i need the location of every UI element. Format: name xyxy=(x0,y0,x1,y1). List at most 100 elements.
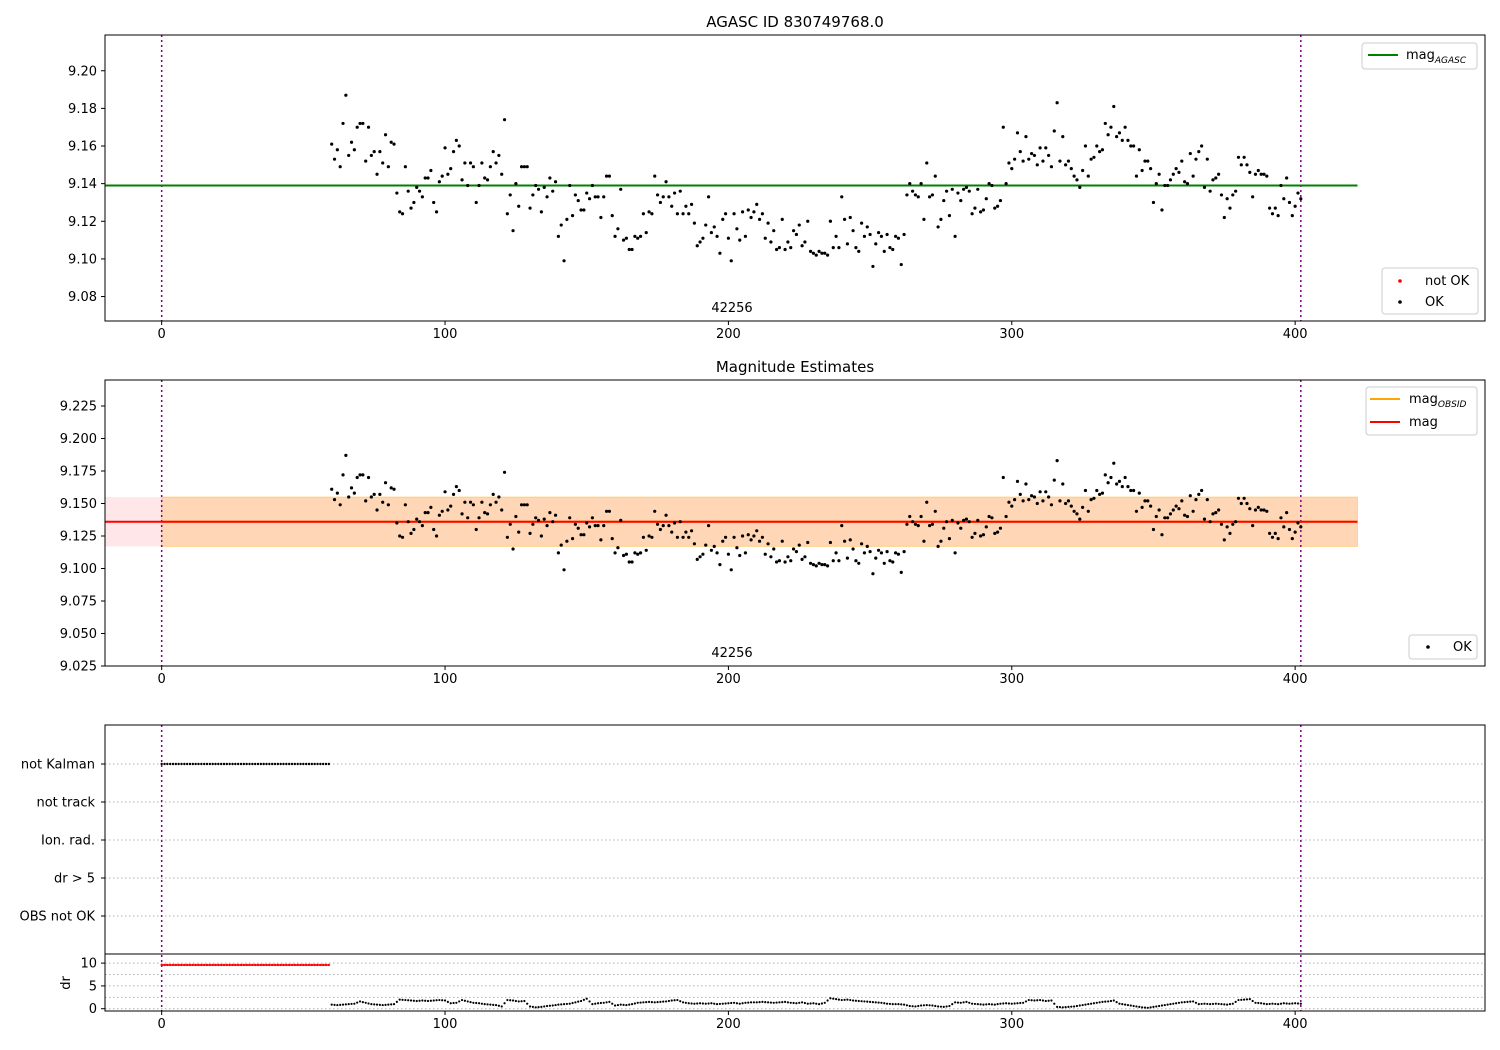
p1-ok-point xyxy=(842,217,847,221)
dr-point xyxy=(1166,1003,1169,1006)
p2-ok-point xyxy=(358,473,362,477)
p1-ok-point xyxy=(672,191,677,195)
dr-point xyxy=(1226,1003,1229,1006)
p1-ok-point xyxy=(738,238,742,242)
dr-point xyxy=(1073,1005,1076,1008)
dr-point xyxy=(829,997,832,1000)
dr-point xyxy=(673,999,676,1002)
p1-ok-point xyxy=(876,230,881,235)
dr-point xyxy=(1163,1003,1166,1007)
p2-ok-point xyxy=(585,521,589,525)
dr-point xyxy=(874,1001,877,1004)
dr-point xyxy=(1146,1006,1149,1009)
p2-ok-point xyxy=(1259,508,1263,512)
p2-ok-point xyxy=(777,559,782,563)
p1-ok-point xyxy=(573,193,577,197)
dr-point xyxy=(1078,1004,1081,1007)
p2-ok-point xyxy=(715,551,719,555)
dr-point xyxy=(415,999,418,1003)
p2-ok-point xyxy=(1270,535,1275,539)
p1-ok-point xyxy=(922,217,926,221)
p1-ok-point xyxy=(953,234,957,238)
p1-ok-point xyxy=(522,165,526,169)
p1-ok-point xyxy=(970,212,974,216)
dr-point xyxy=(939,1005,943,1008)
dr-point xyxy=(387,1003,390,1006)
p2-ok-point xyxy=(514,514,518,519)
dr-point xyxy=(1002,1002,1005,1005)
p2-ok-point xyxy=(1075,512,1079,516)
p1-ok-point xyxy=(412,200,416,205)
flag-point xyxy=(245,762,248,766)
p1-ok-point xyxy=(1123,125,1127,129)
p2-ok-point xyxy=(1103,473,1107,477)
p2-ok-point xyxy=(1200,488,1204,493)
p1-ok-point xyxy=(534,183,538,188)
p1-ok-point xyxy=(882,249,886,253)
p1-ok-point xyxy=(1089,157,1093,161)
p2-ok-point xyxy=(463,500,467,504)
dr-point xyxy=(356,1001,359,1004)
p2-ok-point xyxy=(1100,491,1105,495)
p1-ok-point xyxy=(551,189,555,193)
p2-ok-point xyxy=(519,503,524,507)
flag-point xyxy=(194,762,197,766)
p1-ok-point xyxy=(661,195,665,199)
dr-point xyxy=(905,1004,909,1007)
p1-ok-point xyxy=(1035,163,1039,167)
p2-ok-point xyxy=(1256,505,1260,509)
p1-ok-point xyxy=(1013,157,1017,161)
dr-point xyxy=(996,1003,999,1006)
p2-ok-point xyxy=(684,530,688,534)
dr-point xyxy=(1044,999,1047,1003)
dr-point xyxy=(1124,1003,1127,1006)
p1-ok-point xyxy=(996,204,1000,208)
dr-point xyxy=(455,1001,458,1004)
p2-ok-point xyxy=(415,517,419,521)
p2-ok-point xyxy=(440,509,444,513)
p2-ok-point xyxy=(383,481,388,485)
p2-ok-point xyxy=(1007,500,1011,504)
dr-point xyxy=(1268,1002,1271,1006)
p1-ok-point xyxy=(823,251,827,255)
dr-point xyxy=(1067,1005,1070,1008)
p1-ok-point xyxy=(619,187,623,191)
dr-point xyxy=(922,1004,926,1007)
p2-ok-point xyxy=(1024,482,1028,486)
dr-point xyxy=(497,1004,500,1007)
p1-ok-point xyxy=(930,193,935,197)
p2-ok-point xyxy=(820,563,824,567)
p1-ok-point xyxy=(1273,206,1277,210)
p1-ok-point xyxy=(1265,174,1269,178)
p1-ok-point xyxy=(1174,166,1178,171)
legend-agasc-subscript: AGASC xyxy=(1434,56,1467,66)
dr-point xyxy=(1285,1002,1288,1005)
p1-ok-point xyxy=(1055,101,1059,105)
p1-ok-point xyxy=(763,236,767,240)
p1-ok-point xyxy=(1117,131,1122,135)
p1-ok-point xyxy=(1188,151,1192,156)
p2-ok-point xyxy=(596,524,600,528)
dr-point xyxy=(925,1003,928,1007)
flag-point xyxy=(299,762,302,766)
dr-point xyxy=(466,1000,469,1003)
flag-point xyxy=(217,762,220,766)
dr-point xyxy=(540,1005,543,1008)
p2-ok-point xyxy=(1004,514,1008,519)
p2-ok-point xyxy=(1242,496,1246,500)
p2-ok-point xyxy=(783,560,787,564)
p1-ok-point xyxy=(1256,168,1260,173)
p2-ok-point xyxy=(429,505,433,509)
p1-ok-point xyxy=(752,210,756,214)
dr-point xyxy=(732,1001,736,1004)
dr-point xyxy=(500,1005,503,1008)
p1-ok-point xyxy=(695,244,699,248)
dr-point xyxy=(772,1001,775,1004)
p1-ok-point xyxy=(1180,159,1184,163)
dr-point xyxy=(534,1006,537,1009)
dr-point xyxy=(917,1004,920,1008)
dr-point xyxy=(577,1000,580,1003)
p1-ok-point xyxy=(859,221,864,225)
dr-point xyxy=(1095,1001,1098,1004)
p2-ok-point xyxy=(817,561,821,565)
